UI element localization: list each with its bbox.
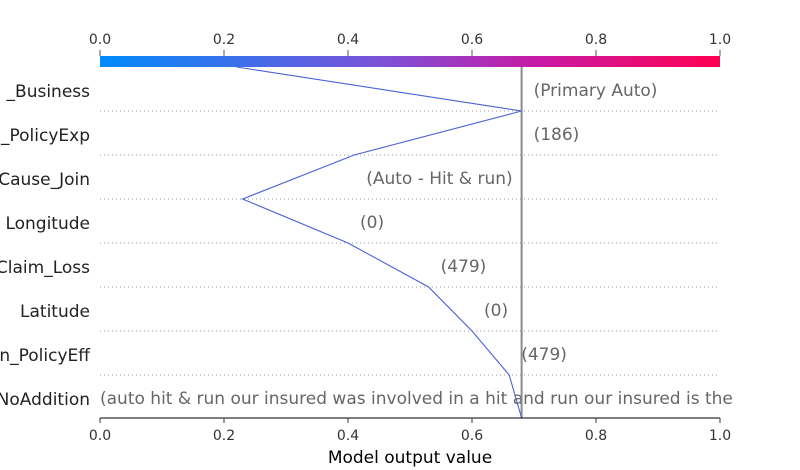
top-tick-label: 0.2 — [213, 32, 235, 48]
top-tick-label: 0.4 — [337, 32, 359, 48]
bottom-tick-label: 0.2 — [213, 428, 235, 444]
feature-label: Latitude — [20, 302, 90, 322]
feature-value-label: (186) — [534, 125, 580, 145]
bottom-tick-label: 1.0 — [709, 428, 731, 444]
feature-label: _PolicyExp — [0, 126, 90, 146]
feature-value-label: (Primary Auto) — [534, 81, 658, 101]
bottom-tick-label: 0.8 — [585, 428, 607, 444]
top-tick-label: 0.0 — [89, 32, 111, 48]
bottom-tick-label: 0.6 — [461, 428, 483, 444]
feature-label: Claim_Loss — [0, 258, 90, 278]
feature-value-label: (Auto - Hit & run) — [366, 169, 512, 189]
feature-label: NoAddition — [0, 390, 90, 410]
feature-label: Longitude — [5, 214, 90, 234]
bottom-tick-label: 0.4 — [337, 428, 359, 444]
feature-value-label: (0) — [484, 301, 508, 321]
decision-path — [236, 66, 523, 419]
feature-value-label: (0) — [360, 213, 384, 233]
feature-value-label: (479) — [441, 257, 487, 277]
top-axis: 0.0 0.2 0.4 0.6 0.8 1.0 — [89, 32, 731, 56]
feature-value-label: (auto hit & run our insured was involved… — [100, 389, 733, 409]
x-axis-label: Model output value — [328, 448, 492, 468]
top-tick-label: 0.6 — [461, 32, 483, 48]
feature-label: Cause_Join — [0, 170, 90, 190]
feature-value-label: (479) — [521, 345, 567, 365]
feature-label: _Business — [6, 82, 91, 102]
colorbar — [100, 56, 720, 67]
top-tick-label: 1.0 — [709, 32, 731, 48]
feature-rows: _Business _PolicyExp Cause_Join Longitude Cl… — [0, 81, 733, 410]
bottom-ticks: 0.0 0.2 0.4 0.6 0.8 1.0 — [89, 418, 731, 444]
feature-label: n_PolicyEff — [0, 346, 91, 366]
bottom-tick-label: 0.0 — [89, 428, 111, 444]
top-tick-label: 0.8 — [585, 32, 607, 48]
